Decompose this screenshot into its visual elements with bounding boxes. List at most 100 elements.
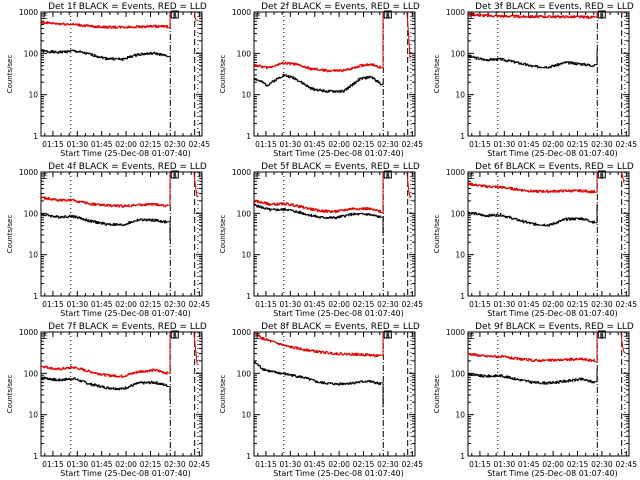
series-events-line: [254, 203, 384, 235]
panel-title: Det 5f BLACK = Events, RED = LLD: [261, 162, 420, 172]
series-events-line: [41, 376, 171, 401]
segment-marker-box: [170, 10, 179, 19]
x-tick-label: 02:00: [328, 140, 350, 149]
x-tick-label: 01:45: [304, 460, 326, 469]
y-tick-label: 1000: [232, 168, 251, 177]
panel-det-9: Det 9f BLACK = Events, RED = LLD 1 10 100 10…: [433, 322, 637, 478]
y-axis-label: Counts/sec: [433, 55, 441, 94]
segment-marker-box: [597, 330, 606, 339]
x-tick-label: 01:30: [280, 140, 302, 149]
x-tick-label: 01:45: [91, 460, 113, 469]
x-axis-label: Start Time (25-Dec-08 01:07:40): [487, 469, 618, 478]
x-tick-label: 02:30: [377, 460, 399, 469]
series-lld-line: [468, 172, 598, 194]
x-tick-label: 02:45: [615, 460, 637, 469]
y-tick-label: 100: [24, 49, 39, 58]
y-tick-label: 1000: [19, 8, 38, 17]
x-tick-label: 01:45: [91, 140, 113, 149]
y-tick-label: 100: [237, 49, 252, 58]
y-tick-label: 1: [460, 452, 465, 461]
y-tick-label: 10: [28, 411, 38, 420]
series-lld-line: [41, 172, 171, 208]
x-tick-label: 01:30: [494, 140, 516, 149]
panel-title: Det 6f BLACK = Events, RED = LLD: [475, 162, 634, 172]
series-lld-line: [468, 332, 598, 363]
x-tick-label: 02:45: [188, 460, 210, 469]
series-lld-line: [41, 12, 171, 29]
y-axis-label: Counts/sec: [6, 55, 14, 94]
panel-title: Det 3f BLACK = Events, RED = LLD: [475, 2, 634, 12]
x-axis-label: Start Time (25-Dec-08 01:07:40): [273, 469, 404, 478]
x-tick-label: 02:00: [542, 300, 564, 309]
series-lld-line: [41, 332, 171, 378]
panel-title: Det 8f BLACK = Events, RED = LLD: [261, 322, 420, 332]
segment-marker-box: [383, 10, 392, 19]
segment-marker-box: [170, 330, 179, 339]
x-tick-label: 01:15: [469, 300, 491, 309]
segment-marker-b: B: [386, 13, 390, 20]
x-tick-label: 02:30: [377, 300, 399, 309]
panel-title: Det 4f BLACK = Events, RED = LLD: [48, 162, 207, 172]
segment-marker-e: E: [470, 332, 475, 341]
segment-marker-e: E: [470, 172, 475, 181]
x-tick-label: 01:15: [469, 140, 491, 149]
x-tick-label: 02:30: [164, 300, 186, 309]
segment-marker-box: [170, 170, 179, 179]
y-tick-label: 1: [33, 132, 38, 141]
x-tick-label: 02:45: [615, 300, 637, 309]
x-tick-label: 01:45: [304, 140, 326, 149]
segment-marker-box: [597, 10, 606, 19]
x-tick-label: 02:30: [164, 140, 186, 149]
segment-marker-e: E: [256, 12, 261, 21]
panel-det-5: Det 5f BLACK = Events, RED = LLD 1 10 100 10…: [219, 162, 423, 318]
y-tick-label: 10: [241, 91, 251, 100]
x-tick-label: 02:15: [353, 300, 375, 309]
x-tick-label: 02:00: [328, 460, 350, 469]
y-tick-label: 100: [451, 369, 466, 378]
x-tick-label: 01:30: [67, 140, 89, 149]
series-events-line: [468, 50, 598, 69]
y-tick-label: 1000: [446, 328, 465, 337]
y-tick-label: 1: [460, 292, 465, 301]
series-lld-line: [254, 172, 384, 213]
series-lld-line: [468, 12, 598, 19]
panel-title: Det 1f BLACK = Events, RED = LLD: [48, 2, 207, 12]
x-axis-label: Start Time (25-Dec-08 01:07:40): [273, 149, 404, 158]
y-tick-label: 1000: [232, 328, 251, 337]
x-tick-label: 01:30: [280, 460, 302, 469]
segment-marker-b: B: [386, 333, 390, 340]
x-tick-label: 02:45: [615, 140, 637, 149]
segment-marker-e: E: [470, 12, 475, 21]
x-tick-label: 01:15: [255, 460, 277, 469]
x-tick-label: 02:15: [140, 300, 162, 309]
x-tick-label: 02:45: [188, 300, 210, 309]
y-tick-label: 1: [460, 132, 465, 141]
segment-marker-b: B: [386, 173, 390, 180]
x-tick-label: 01:15: [42, 460, 64, 469]
panel-det-7: Det 7f BLACK = Events, RED = LLD 1 10 100 10…: [6, 322, 210, 478]
y-axis-label: Counts/sec: [219, 375, 227, 414]
series-lld-tail-line: [193, 331, 198, 364]
y-tick-label: 100: [24, 369, 39, 378]
plot-frame: [467, 331, 630, 457]
x-tick-label: 01:15: [469, 460, 491, 469]
x-tick-label: 01:30: [494, 460, 516, 469]
x-tick-label: 01:45: [518, 460, 540, 469]
x-tick-label: 02:30: [377, 140, 399, 149]
x-tick-label: 01:45: [304, 300, 326, 309]
x-axis-label: Start Time (25-Dec-08 01:07:40): [60, 469, 191, 478]
y-tick-label: 100: [24, 209, 39, 218]
panel-title: Det 2f BLACK = Events, RED = LLD: [261, 2, 420, 12]
x-tick-label: 01:30: [67, 300, 89, 309]
x-axis-label: Start Time (25-Dec-08 01:07:40): [60, 149, 191, 158]
segment-marker-e: E: [256, 332, 261, 341]
x-axis-label: Start Time (25-Dec-08 01:07:40): [273, 309, 404, 318]
y-tick-label: 1: [246, 132, 251, 141]
series-lld-tail-line: [621, 11, 623, 15]
series-events-line: [468, 203, 598, 227]
y-tick-label: 1: [33, 452, 38, 461]
panel-det-2: Det 2f BLACK = Events, RED = LLD 1 10 100 10…: [219, 2, 423, 158]
y-axis-label: Counts/sec: [6, 375, 14, 414]
x-tick-label: 02:45: [401, 460, 423, 469]
